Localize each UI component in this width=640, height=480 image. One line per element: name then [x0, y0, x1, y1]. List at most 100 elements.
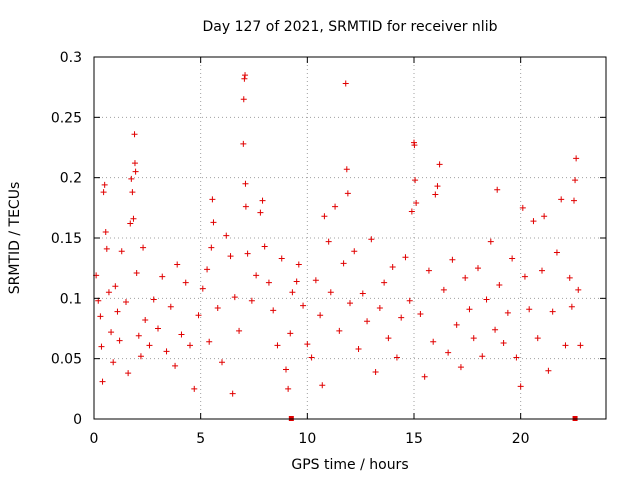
data-points — [93, 72, 584, 397]
data-point — [242, 203, 249, 210]
data-point — [519, 204, 526, 211]
data-point — [159, 273, 166, 280]
data-point — [133, 269, 140, 276]
data-point — [453, 321, 460, 328]
y-tick-label: 0.25 — [51, 110, 82, 126]
data-point — [102, 228, 109, 235]
data-point — [295, 261, 302, 268]
data-point — [466, 306, 473, 313]
data-point — [558, 196, 565, 203]
data-point — [372, 368, 379, 375]
data-point — [566, 274, 573, 281]
data-point — [340, 260, 347, 267]
data-point — [500, 339, 507, 346]
data-point — [385, 335, 392, 342]
data-point — [530, 218, 537, 225]
data-point — [287, 330, 294, 337]
data-point — [496, 282, 503, 289]
data-point — [210, 219, 217, 226]
data-point — [317, 312, 324, 319]
data-point — [99, 378, 106, 385]
data-point — [167, 303, 174, 310]
data-point — [381, 279, 388, 286]
data-point — [289, 289, 296, 296]
data-point — [265, 279, 272, 286]
data-point — [132, 168, 139, 175]
data-point — [440, 286, 447, 293]
data-point — [278, 255, 285, 262]
data-point — [178, 331, 185, 338]
data-point — [123, 298, 129, 305]
data-point — [513, 354, 520, 361]
data-point — [137, 353, 144, 360]
data-point — [100, 189, 107, 196]
y-tick-labels: 0 0.05 0.1 0.15 0.2 0.25 0.3 — [51, 50, 82, 428]
data-point — [521, 273, 528, 280]
data-point — [135, 332, 142, 339]
y-tick-label: 0.3 — [60, 50, 82, 66]
data-point — [182, 279, 189, 286]
data-point — [368, 236, 375, 243]
x-tick-label: 20 — [512, 431, 530, 447]
data-point — [479, 353, 486, 360]
data-point — [116, 337, 123, 344]
data-point — [571, 197, 577, 204]
data-point — [163, 348, 170, 355]
data-point — [174, 261, 181, 268]
data-point — [343, 166, 350, 173]
chart-title: Day 127 of 2021, SRMTID for receiver nli… — [203, 19, 498, 35]
data-point — [347, 300, 353, 307]
data-point — [487, 238, 494, 245]
data-point — [355, 346, 362, 353]
data-point — [364, 318, 371, 325]
data-point — [105, 289, 112, 296]
data-point — [257, 209, 264, 216]
y-tick-label: 0.2 — [60, 171, 82, 187]
data-point — [131, 160, 138, 167]
data-point — [195, 312, 202, 319]
data-point — [336, 327, 343, 334]
data-point — [312, 277, 319, 284]
x-tick-label: 0 — [90, 431, 99, 447]
data-point — [342, 80, 349, 87]
data-point — [155, 325, 161, 332]
data-point — [577, 342, 584, 349]
data-point — [417, 311, 424, 318]
data-point — [534, 335, 541, 342]
data-point — [549, 308, 556, 315]
x-tick-label: 15 — [405, 431, 423, 447]
data-point — [573, 155, 580, 162]
data-point — [142, 317, 149, 324]
data-point — [199, 285, 206, 292]
data-point — [98, 343, 105, 350]
data-point — [127, 220, 134, 227]
data-point — [432, 191, 439, 198]
data-point — [327, 289, 334, 296]
data-point — [150, 296, 157, 303]
y-tick-label: 0.05 — [51, 352, 82, 368]
x-tick-label: 5 — [196, 431, 205, 447]
data-point — [411, 142, 418, 149]
x-tick-label: 10 — [298, 431, 316, 447]
data-point — [131, 131, 138, 138]
data-point — [128, 175, 135, 182]
data-point — [130, 215, 137, 222]
data-point — [553, 249, 560, 256]
data-point — [572, 177, 579, 184]
data-point — [445, 349, 452, 356]
data-point — [436, 161, 443, 168]
data-point — [214, 304, 221, 311]
data-point — [457, 364, 464, 371]
data-point — [449, 256, 456, 263]
data-point — [393, 354, 400, 361]
data-point — [274, 342, 281, 349]
data-point — [285, 385, 292, 392]
data-point — [114, 308, 121, 315]
data-point — [118, 248, 125, 255]
axis-ticks — [93, 56, 606, 420]
data-point — [421, 373, 428, 380]
data-point — [261, 243, 268, 250]
data-point — [351, 248, 358, 255]
data-point — [425, 267, 432, 274]
data-point — [240, 96, 247, 103]
